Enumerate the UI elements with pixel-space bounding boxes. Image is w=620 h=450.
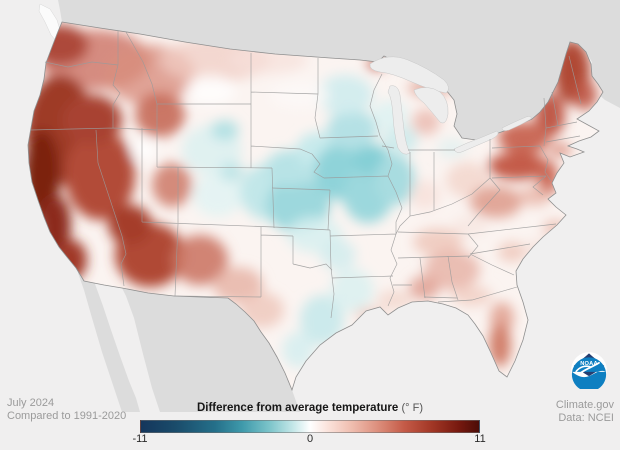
map-period-credit: July 2024 Compared to 1991-2020	[7, 397, 126, 422]
lake-erie	[453, 130, 499, 153]
great-lakes	[369, 56, 532, 155]
source-data: Data: NCEI	[558, 411, 614, 424]
legend-title: Difference from average temperature (° F…	[140, 402, 480, 414]
conus-anomaly-field	[28, 22, 603, 390]
lake-ontario	[501, 116, 532, 131]
baja-peninsula	[78, 268, 140, 412]
map-baseline: Compared to 1991-2020	[7, 409, 127, 422]
mexico-landmass	[122, 288, 300, 412]
map-period: July 2024	[7, 397, 55, 409]
canada-landmass	[58, 0, 620, 140]
source-credit: Climate.gov Data: NCEI	[556, 399, 614, 424]
state-borders	[30, 31, 582, 319]
lake-superior	[369, 56, 449, 94]
noaa-logo-text: NOAA	[580, 361, 598, 367]
noaa-logo-gull-icon	[575, 365, 591, 373]
legend-tick-mid: 0	[306, 433, 314, 445]
legend-tick-max: 11	[474, 433, 486, 445]
noaa-logo-gull-wing-icon	[580, 361, 600, 374]
source-site: Climate.gov	[555, 399, 614, 411]
legend-tick-min: -11	[132, 433, 148, 445]
lake-huron	[413, 87, 449, 124]
legend-unit: (° F)	[401, 402, 424, 414]
noaa-logo-sea	[571, 357, 607, 389]
legend-colorbar	[140, 420, 480, 433]
noaa-logo-icon: NOAA	[571, 352, 607, 389]
legend-title-text: Difference from average temperature	[196, 402, 399, 414]
